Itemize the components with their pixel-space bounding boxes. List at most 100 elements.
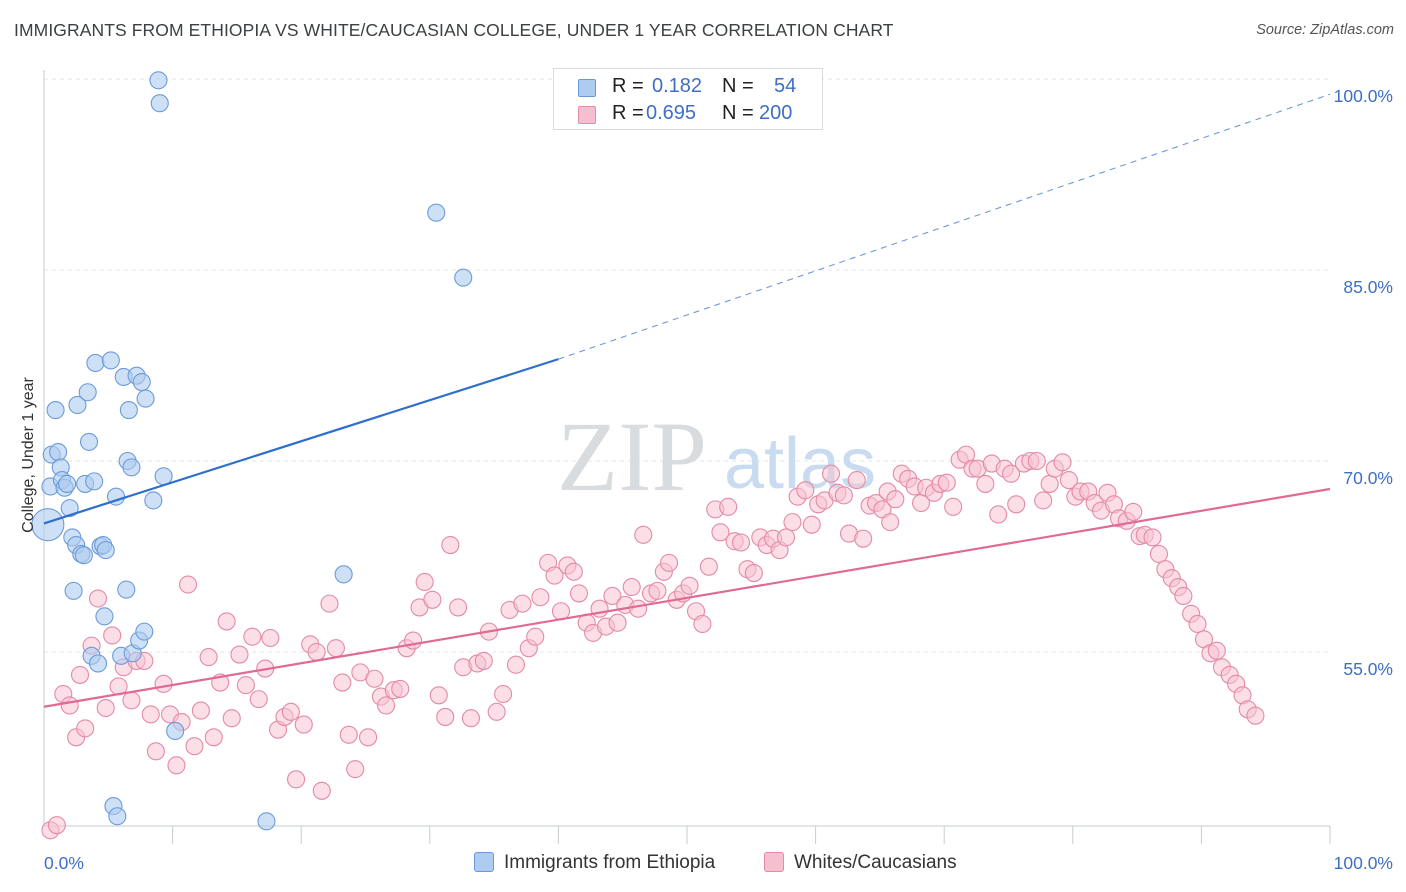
whites-point bbox=[199, 648, 218, 667]
whites-point bbox=[711, 523, 730, 542]
whites-point bbox=[881, 513, 900, 532]
whites-point bbox=[449, 598, 468, 617]
ethiopia-trend-line bbox=[43, 358, 559, 525]
whites-point bbox=[307, 642, 326, 662]
whites-point bbox=[699, 557, 718, 576]
whites-point bbox=[70, 665, 90, 684]
whites-point bbox=[564, 562, 583, 581]
ethiopia-point bbox=[334, 565, 353, 584]
ethiopia-point bbox=[427, 203, 446, 222]
legend-row-ethiopia: R = 0.182 N = 54 bbox=[554, 75, 822, 101]
ethiopia-point bbox=[454, 268, 473, 287]
ethiopia-point bbox=[46, 401, 65, 420]
whites-point bbox=[122, 691, 141, 710]
whites-point bbox=[608, 613, 627, 632]
whites-point bbox=[1027, 451, 1046, 471]
ethiopia-point bbox=[31, 508, 65, 542]
ethiopia-point bbox=[119, 401, 138, 420]
whites-point bbox=[680, 576, 699, 595]
whites-point bbox=[365, 669, 384, 688]
whites-point bbox=[719, 497, 738, 516]
whites-point bbox=[230, 645, 249, 664]
x-tick-label: 0.0% bbox=[44, 853, 84, 873]
legend-swatch-ethiopia bbox=[474, 852, 494, 872]
whites-point bbox=[287, 770, 306, 789]
whites-point bbox=[937, 473, 956, 492]
whites-point bbox=[1188, 614, 1207, 634]
whites-point bbox=[346, 760, 365, 779]
whites-point bbox=[141, 705, 160, 724]
correlation-legend: R = 0.182 N = 54 R = 0.695 N = 200 bbox=[553, 68, 823, 130]
legend-label-whites: Whites/Caucasians bbox=[794, 852, 957, 873]
ethiopia-point bbox=[122, 458, 141, 477]
ethiopia-point bbox=[78, 383, 97, 402]
ethiopia-point bbox=[60, 499, 79, 518]
whites-point bbox=[461, 709, 481, 728]
legend-row-whites: R = 0.695 N = 200 bbox=[554, 102, 822, 128]
legend-r-label: R = bbox=[612, 102, 644, 124]
ethiopia-point bbox=[96, 541, 115, 560]
ethiopia-trend-extension bbox=[558, 93, 1331, 360]
ethiopia-point bbox=[95, 607, 114, 626]
whites-point bbox=[1174, 586, 1193, 606]
whites-point bbox=[603, 586, 622, 606]
whites-point bbox=[204, 728, 223, 747]
whites-point bbox=[783, 513, 802, 532]
whites-point bbox=[333, 673, 352, 692]
ethiopia-point bbox=[58, 474, 77, 493]
whites-point bbox=[154, 674, 173, 693]
whites-point bbox=[474, 651, 493, 670]
whites-point bbox=[834, 486, 853, 505]
whites-point bbox=[531, 588, 550, 607]
whites-point bbox=[1143, 528, 1162, 547]
tick-labels: 55.0% 70.0% 85.0% 100.0% 0.0% 100.0% bbox=[44, 86, 1393, 873]
whites-point bbox=[776, 528, 796, 547]
ethiopia-point bbox=[88, 654, 108, 673]
y-axis-label: College, Under 1 year bbox=[20, 377, 37, 533]
ethiopia-point bbox=[136, 389, 155, 408]
whites-point bbox=[96, 698, 115, 718]
y-tick-label: 85.0% bbox=[1343, 277, 1393, 297]
whites-point bbox=[60, 696, 79, 715]
whites-point bbox=[659, 553, 679, 572]
whites-point bbox=[648, 581, 667, 600]
whites-point bbox=[989, 505, 1008, 524]
whites-point bbox=[429, 686, 448, 705]
whites-point bbox=[217, 612, 236, 631]
ethiopia-point bbox=[108, 807, 127, 826]
whites-point bbox=[506, 655, 526, 674]
whites-point bbox=[1059, 471, 1078, 490]
whites-point bbox=[513, 594, 532, 613]
ethiopia-point bbox=[85, 472, 104, 491]
whites-point bbox=[744, 564, 763, 583]
ethiopia-point bbox=[117, 580, 136, 599]
legend-item-ethiopia: Immigrants from Ethiopia bbox=[474, 852, 715, 874]
whites-point bbox=[1246, 706, 1265, 725]
legend-n-label: N = bbox=[722, 75, 754, 97]
whites-point bbox=[185, 737, 204, 756]
whites-point bbox=[629, 599, 648, 618]
legend-swatch-whites bbox=[578, 106, 596, 124]
whites-point bbox=[423, 590, 442, 609]
whites-point bbox=[404, 631, 423, 650]
whites-point bbox=[167, 756, 186, 775]
whites-point bbox=[976, 474, 995, 493]
ethiopia-point bbox=[64, 581, 83, 600]
whites-point bbox=[103, 626, 122, 645]
whites-point bbox=[569, 584, 589, 603]
whites-point bbox=[294, 715, 313, 734]
ethiopia-point bbox=[132, 373, 151, 392]
whites-point bbox=[391, 679, 410, 698]
ethiopia-point bbox=[166, 721, 185, 740]
whites-point bbox=[1040, 474, 1059, 493]
whites-point bbox=[944, 497, 963, 516]
ethiopia-point bbox=[135, 622, 154, 641]
trend-lines bbox=[43, 93, 1331, 708]
y-tick-label: 55.0% bbox=[1343, 659, 1393, 679]
legend-n-value-ethiopia: 54 bbox=[774, 75, 797, 97]
legend-swatch-ethiopia bbox=[578, 79, 596, 97]
whites-point bbox=[441, 535, 460, 555]
ethiopia-point bbox=[257, 812, 276, 831]
legend-r-value-ethiopia: 0.182 bbox=[652, 75, 703, 97]
whites-point bbox=[178, 575, 198, 594]
